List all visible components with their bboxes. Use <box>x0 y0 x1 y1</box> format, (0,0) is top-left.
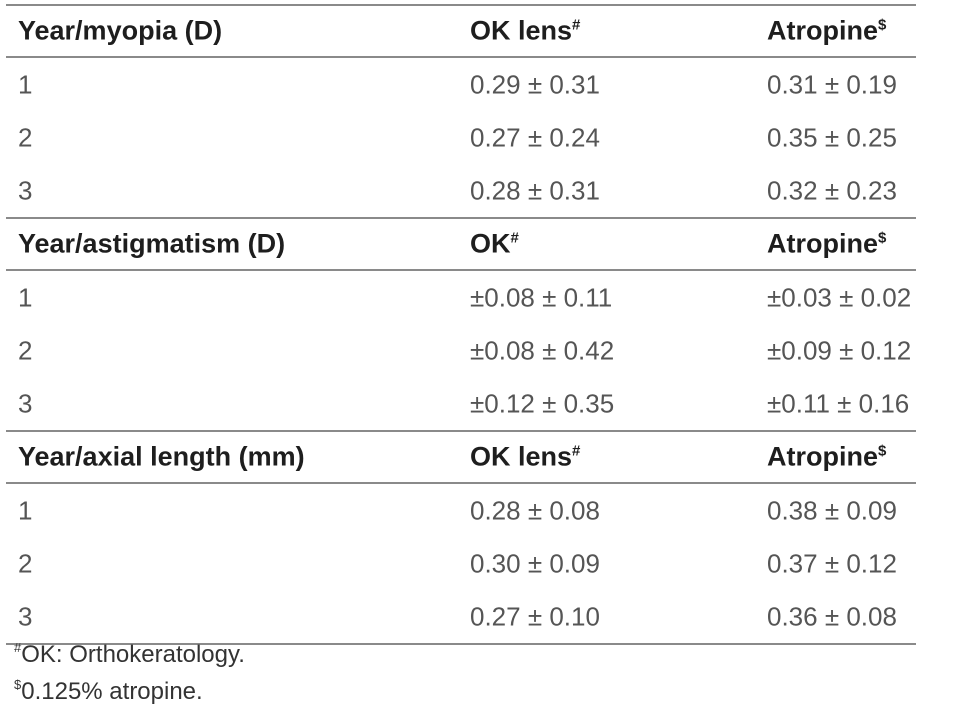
atropine-value-cell: 0.36 ± 0.08 <box>767 601 897 631</box>
ok-value-cell: 0.29 ± 0.31 <box>470 69 600 99</box>
ok-value-cell: 0.28 ± 0.08 <box>470 495 600 525</box>
atropine-value-cell: 0.32 ± 0.23 <box>767 175 897 205</box>
footnote-text: OK: Orthokeratology. <box>21 641 245 668</box>
atropine-value-cell: 0.37 ± 0.12 <box>767 548 897 578</box>
header-ok: OK# <box>470 229 519 260</box>
header-ok-lens: OK lens# <box>470 16 580 47</box>
header-label: Year/axial length (mm) <box>18 441 305 472</box>
footnote-mark: # <box>14 640 22 655</box>
header-atropine-text: Atropine <box>767 228 878 259</box>
atropine-value-cell: 0.35 ± 0.25 <box>767 122 897 152</box>
section-axial-length: Year/axial length (mm) OK lens# Atropine… <box>6 430 916 645</box>
footnote-mark: $ <box>878 16 887 34</box>
header-ok-text: OK lens <box>470 441 573 472</box>
atropine-value-cell: ±0.11 ± 0.16 <box>767 388 910 418</box>
table-footnotes: #OK: Orthokeratology. $0.125% atropine. <box>14 638 245 712</box>
header-atropine: Atropine$ <box>767 16 886 47</box>
table-row: 1 0.28 ± 0.08 0.38 ± 0.09 <box>6 484 916 537</box>
section-header: Year/myopia (D) OK lens# Atropine$ <box>6 6 916 58</box>
table-row: 1 0.29 ± 0.31 0.31 ± 0.19 <box>6 58 916 111</box>
footnote-mark: # <box>572 442 581 460</box>
ok-value-cell: 0.27 ± 0.24 <box>470 122 600 152</box>
footnote-mark: $ <box>14 677 22 692</box>
atropine-value-cell: ±0.03 ± 0.02 <box>767 282 912 312</box>
header-atropine-text: Atropine <box>767 15 878 46</box>
section-astigmatism: Year/astigmatism (D) OK# Atropine$ 1 ±0.… <box>6 217 916 430</box>
table-row: 2 0.27 ± 0.24 0.35 ± 0.25 <box>6 111 916 164</box>
table-top-rule <box>6 4 916 6</box>
header-atropine: Atropine$ <box>767 442 886 473</box>
header-ok-text: OK lens <box>470 15 573 46</box>
ok-value-cell: ±0.08 ± 0.11 <box>470 282 613 312</box>
year-cell: 2 <box>18 548 33 578</box>
ok-value-cell: 0.27 ± 0.10 <box>470 601 600 631</box>
footnote-mark: # <box>572 16 581 34</box>
table-row: 3 ±0.12 ± 0.35 ±0.11 ± 0.16 <box>6 377 916 430</box>
year-cell: 1 <box>18 69 33 99</box>
table-row: 3 0.28 ± 0.31 0.32 ± 0.23 <box>6 164 916 217</box>
year-cell: 2 <box>18 335 33 365</box>
header-label: Year/astigmatism (D) <box>18 228 286 259</box>
atropine-value-cell: 0.38 ± 0.09 <box>767 495 897 525</box>
footnote-atropine: $0.125% atropine. <box>14 675 245 712</box>
table-row: 2 0.30 ± 0.09 0.37 ± 0.12 <box>6 537 916 590</box>
section-myopia: Year/myopia (D) OK lens# Atropine$ 1 0.2… <box>6 6 916 217</box>
table-row: 2 ±0.08 ± 0.42 ±0.09 ± 0.12 <box>6 324 916 377</box>
ok-value-cell: ±0.12 ± 0.35 <box>470 388 615 418</box>
year-cell: 3 <box>18 175 33 205</box>
table-row: 3 0.27 ± 0.10 0.36 ± 0.08 <box>6 590 916 643</box>
year-cell: 3 <box>18 601 33 631</box>
header-atropine: Atropine$ <box>767 229 886 260</box>
footnote-mark: # <box>510 229 519 247</box>
atropine-value-cell: 0.31 ± 0.19 <box>767 69 897 99</box>
section-header: Year/axial length (mm) OK lens# Atropine… <box>6 430 916 484</box>
header-ok-text: OK <box>470 228 511 259</box>
results-table: Year/myopia (D) OK lens# Atropine$ 1 0.2… <box>6 0 916 645</box>
footnote-mark: $ <box>878 442 887 460</box>
header-label: Year/myopia (D) <box>18 15 223 46</box>
table-row: 1 ±0.08 ± 0.11 ±0.03 ± 0.02 <box>6 271 916 324</box>
footnote-mark: $ <box>878 229 887 247</box>
header-ok-lens: OK lens# <box>470 442 580 473</box>
year-cell: 1 <box>18 495 33 525</box>
year-cell: 1 <box>18 282 33 312</box>
ok-value-cell: 0.30 ± 0.09 <box>470 548 600 578</box>
footnote-ok: #OK: Orthokeratology. <box>14 638 245 675</box>
atropine-value-cell: ±0.09 ± 0.12 <box>767 335 912 365</box>
year-cell: 3 <box>18 388 33 418</box>
ok-value-cell: ±0.08 ± 0.42 <box>470 335 615 365</box>
section-header: Year/astigmatism (D) OK# Atropine$ <box>6 217 916 271</box>
ok-value-cell: 0.28 ± 0.31 <box>470 175 600 205</box>
header-atropine-text: Atropine <box>767 441 878 472</box>
year-cell: 2 <box>18 122 33 152</box>
footnote-text: 0.125% atropine. <box>21 678 203 705</box>
